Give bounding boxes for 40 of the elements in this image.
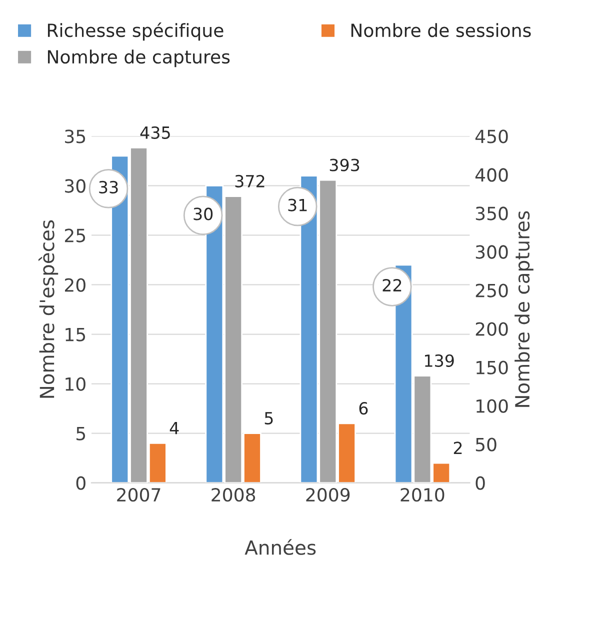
data-label: 393 <box>330 158 360 172</box>
y-axis-title: Nombre d'espèces <box>38 220 58 398</box>
y-tick-label: 0 <box>76 476 86 490</box>
data-label: 372 <box>235 174 264 188</box>
legend-label: Richesse spécifique <box>48 22 224 41</box>
y2-tick-label: 0 <box>476 476 485 490</box>
y2-tick-label: 200 <box>476 322 508 336</box>
y2-tick-label: 400 <box>475 168 508 182</box>
y-tick-label: 35 <box>65 130 86 144</box>
data-label: 2 <box>454 442 462 454</box>
y2-tick-label: 50 <box>476 438 496 452</box>
data-label: 22 <box>382 278 402 292</box>
x-tick-label: 2009 <box>306 488 350 502</box>
y2-tick-label: 300 <box>476 245 508 259</box>
y2-tick-label: 450 <box>475 130 508 144</box>
y-tick-label: 10 <box>66 377 86 391</box>
y2-tick-label: 100 <box>476 399 508 413</box>
data-label: 5 <box>264 412 273 425</box>
y-tick-label: 25 <box>64 228 86 242</box>
data-label: 30 <box>194 208 213 220</box>
y2-axis-title: Nombre de captures <box>514 211 534 407</box>
data-label: 33 <box>99 180 118 194</box>
data-label: 6 <box>359 402 368 415</box>
y-tick-label: 30 <box>65 179 86 193</box>
y2-tick-label: 250 <box>476 284 508 298</box>
x-axis-title: Années <box>244 539 316 555</box>
data-label: 4 <box>170 422 179 434</box>
y-tick-label: 5 <box>76 426 86 440</box>
x-tick-label: 2007 <box>117 488 160 502</box>
data-label: 139 <box>425 354 454 367</box>
y-tick-label: 20 <box>64 278 86 292</box>
data-label: 435 <box>140 126 170 139</box>
legend-label: Nombre de sessions <box>351 23 531 38</box>
x-tick-label: 2010 <box>400 488 444 502</box>
x-tick-label: 2008 <box>212 488 256 502</box>
legend-label: Nombre de captures <box>48 50 230 68</box>
y2-tick-label: 350 <box>476 206 508 220</box>
y-tick-label: 15 <box>66 328 86 342</box>
data-label: 31 <box>288 198 307 212</box>
y2-tick-label: 150 <box>476 360 508 374</box>
